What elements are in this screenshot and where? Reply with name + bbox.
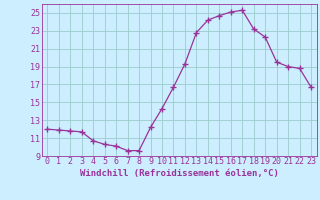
X-axis label: Windchill (Refroidissement éolien,°C): Windchill (Refroidissement éolien,°C) xyxy=(80,169,279,178)
